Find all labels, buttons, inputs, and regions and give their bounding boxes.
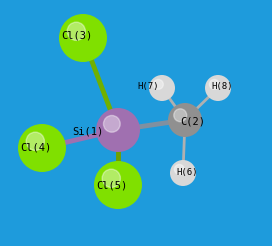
Circle shape bbox=[103, 115, 120, 132]
Circle shape bbox=[94, 161, 142, 209]
Text: H(8): H(8) bbox=[211, 81, 233, 91]
Circle shape bbox=[102, 169, 120, 187]
Circle shape bbox=[153, 79, 163, 89]
Text: Cl(3): Cl(3) bbox=[61, 31, 93, 41]
Circle shape bbox=[96, 108, 140, 152]
Circle shape bbox=[170, 160, 196, 186]
Circle shape bbox=[59, 14, 107, 62]
Circle shape bbox=[168, 103, 202, 137]
Circle shape bbox=[149, 75, 175, 101]
Circle shape bbox=[209, 79, 219, 89]
Circle shape bbox=[174, 109, 187, 122]
Text: Si(1): Si(1) bbox=[72, 127, 104, 137]
Circle shape bbox=[67, 22, 85, 40]
Circle shape bbox=[18, 124, 66, 172]
Circle shape bbox=[26, 132, 44, 150]
Circle shape bbox=[174, 164, 184, 174]
Text: Cl(5): Cl(5) bbox=[96, 180, 128, 190]
Text: H(7): H(7) bbox=[137, 81, 159, 91]
Text: C(2): C(2) bbox=[181, 117, 206, 127]
Text: Cl(4): Cl(4) bbox=[20, 143, 52, 153]
Circle shape bbox=[205, 75, 231, 101]
Text: H(6): H(6) bbox=[176, 169, 198, 178]
